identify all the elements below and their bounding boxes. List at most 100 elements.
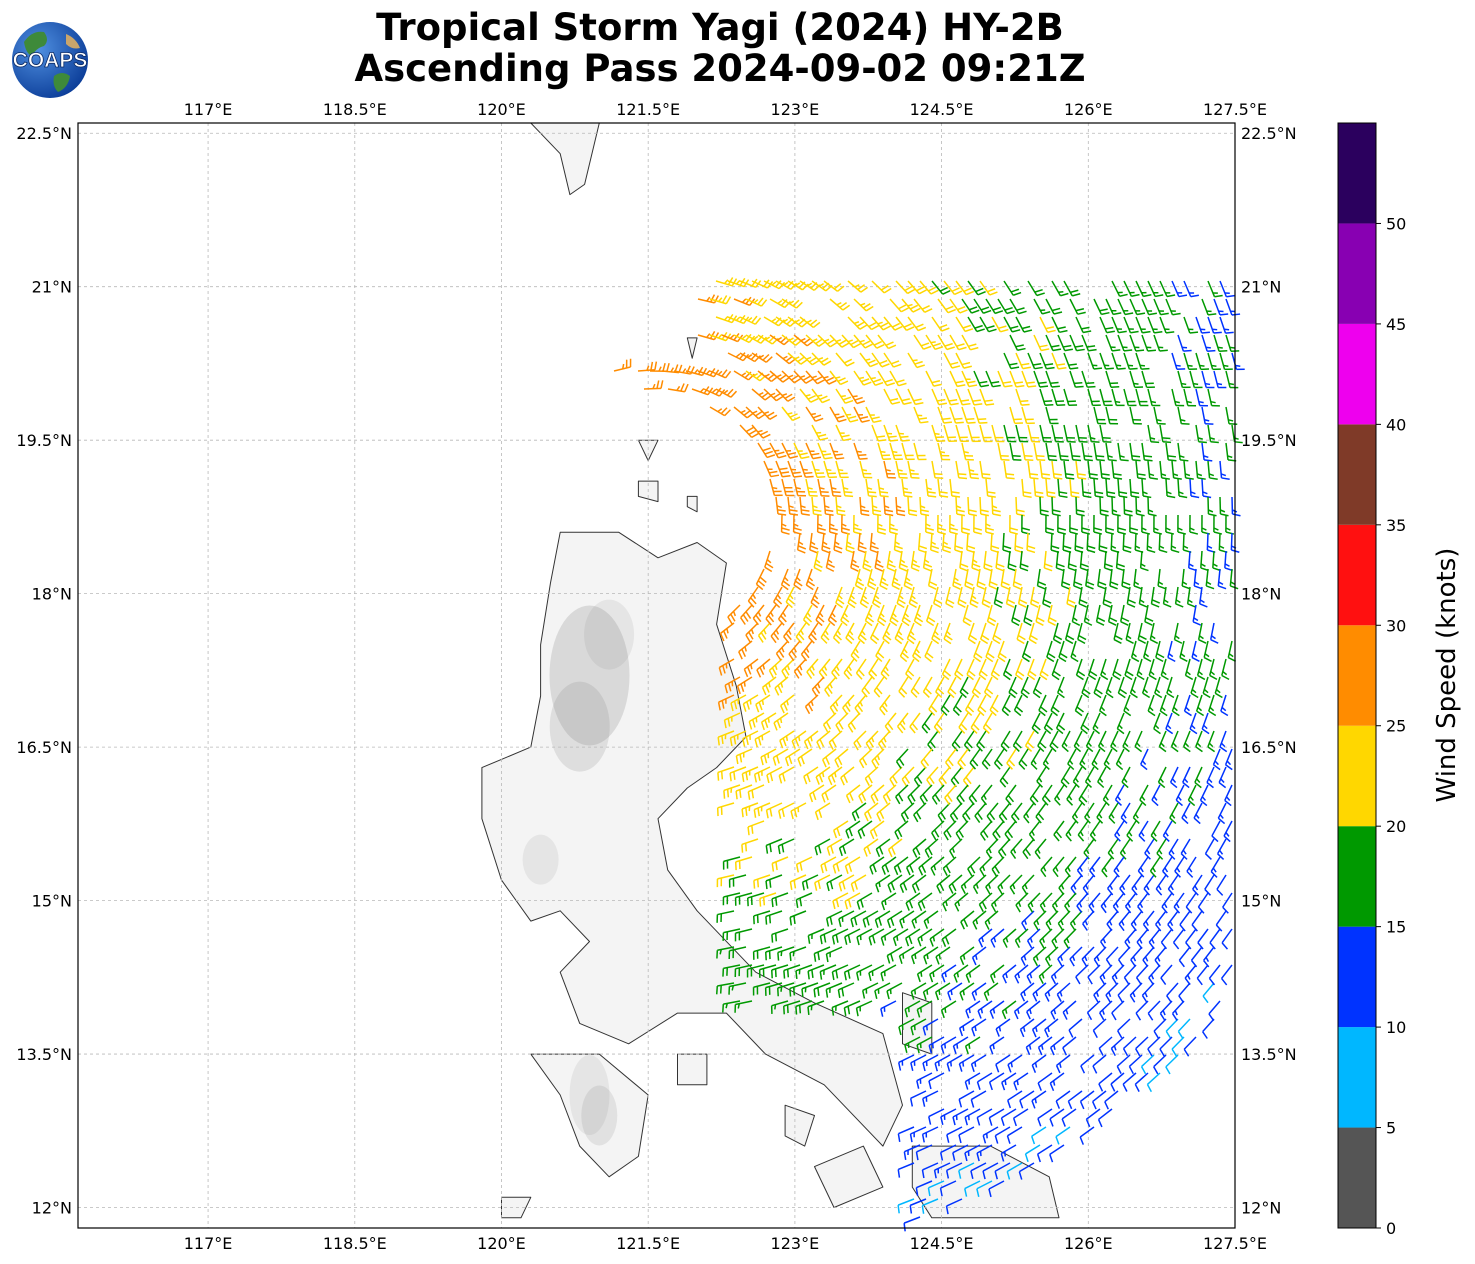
wind-barb — [907, 496, 918, 517]
wind-barb — [1170, 730, 1179, 753]
wind-barb — [1016, 622, 1026, 645]
wind-barb — [838, 838, 855, 857]
wind-barb — [841, 334, 862, 349]
wind-barb — [883, 316, 903, 331]
logo-text: COAPS — [13, 49, 88, 72]
wind-barb — [874, 910, 891, 928]
lon-tick-label-bottom: 123°E — [771, 1234, 820, 1253]
wind-barb — [1120, 802, 1131, 824]
wind-barb — [1099, 388, 1113, 407]
wind-barb — [911, 874, 927, 894]
wind-barb — [787, 460, 803, 478]
wind-barb — [1007, 1090, 1023, 1109]
wind-barb — [1032, 676, 1042, 699]
wind-barb — [768, 658, 783, 679]
wind-barb — [892, 928, 909, 947]
wind-barb — [1110, 1072, 1125, 1092]
wind-barb — [995, 1054, 1011, 1073]
wind-barb — [981, 586, 991, 608]
wind-barb — [1007, 1054, 1023, 1073]
wind-barb — [1135, 1036, 1149, 1057]
lat-tick-label-right: 16.5°N — [1241, 738, 1297, 757]
wind-barb — [1157, 766, 1167, 789]
wind-barb — [1110, 532, 1120, 554]
wind-barb — [1014, 532, 1024, 554]
lat-tick-label-left: 21°N — [32, 278, 72, 297]
wind-barb — [912, 640, 922, 663]
wind-barb — [854, 694, 867, 716]
wind-barb — [1179, 640, 1188, 663]
wind-barb — [815, 604, 825, 627]
wind-barb — [777, 838, 795, 855]
wind-barb — [880, 1000, 897, 1017]
wind-barb — [1024, 1144, 1041, 1163]
wind-barb — [962, 766, 975, 788]
wind-barb — [1211, 820, 1221, 843]
lat-tick-label-left: 18°N — [32, 585, 72, 604]
wind-barb — [1224, 748, 1233, 771]
wind-barb — [817, 478, 830, 497]
wind-barb — [829, 478, 842, 498]
wind-barb — [771, 964, 789, 979]
wind-barb — [1182, 532, 1192, 554]
samar-island — [911, 1145, 1060, 1219]
wind-barb — [1061, 1108, 1077, 1127]
wind-barb — [1124, 658, 1134, 681]
wind-barb — [1189, 514, 1199, 535]
wind-barb — [757, 622, 771, 643]
wind-barb — [1026, 1000, 1041, 1020]
wind-barb — [781, 478, 795, 497]
wind-barb — [1138, 586, 1148, 608]
wind-barb — [778, 802, 795, 819]
wind-barb — [980, 784, 993, 806]
wind-barb — [883, 496, 894, 517]
wind-barb — [998, 802, 1011, 824]
wind-barb — [1067, 1090, 1083, 1110]
colorbar-tick-label: 35 — [1386, 516, 1406, 535]
wind-barb — [1110, 730, 1119, 753]
wind-barb — [1195, 352, 1210, 371]
wind-barb — [1123, 280, 1140, 298]
wind-barb — [910, 550, 921, 572]
wind-barb — [734, 892, 753, 906]
wind-barb — [985, 874, 999, 895]
wind-barb — [993, 748, 1005, 770]
wind-barb — [979, 622, 990, 645]
wind-barb — [897, 1054, 915, 1071]
wind-barb — [1039, 496, 1049, 517]
colorbar-bin — [1338, 323, 1376, 425]
wind-barb — [967, 622, 978, 645]
wind-barb — [1085, 1108, 1101, 1128]
wind-barb — [899, 910, 915, 929]
wind-barb — [876, 802, 891, 822]
wind-barb — [871, 352, 890, 368]
wind-barb — [1055, 1090, 1071, 1109]
wind-barb — [1009, 874, 1023, 895]
wind-barb — [970, 712, 981, 734]
wind-barb — [1133, 568, 1142, 590]
wind-barb — [931, 622, 941, 645]
wind-barb — [1183, 460, 1194, 480]
burias-island — [784, 1104, 815, 1147]
wind-barb — [800, 640, 813, 662]
colorbar-bin — [1338, 625, 1376, 726]
wind-barb — [1088, 892, 1101, 914]
wind-barb — [895, 784, 909, 805]
wind-barb — [931, 316, 950, 332]
wind-barb — [835, 388, 854, 404]
wind-barb — [811, 676, 825, 697]
wind-barb — [1049, 1036, 1065, 1056]
wind-barb — [941, 658, 952, 681]
wind-barb — [997, 298, 1015, 315]
wind-barb — [958, 1090, 975, 1108]
wind-barb — [1167, 910, 1179, 932]
wind-barb — [781, 370, 802, 384]
wind-barb — [934, 982, 951, 1001]
wind-barb — [1111, 388, 1125, 407]
wind-barb — [831, 658, 843, 680]
wind-barb — [1042, 586, 1052, 608]
wind-barb — [1219, 316, 1234, 334]
wind-barb — [1141, 334, 1157, 352]
wind-barb — [1099, 424, 1112, 443]
wind-barb — [1129, 298, 1146, 316]
